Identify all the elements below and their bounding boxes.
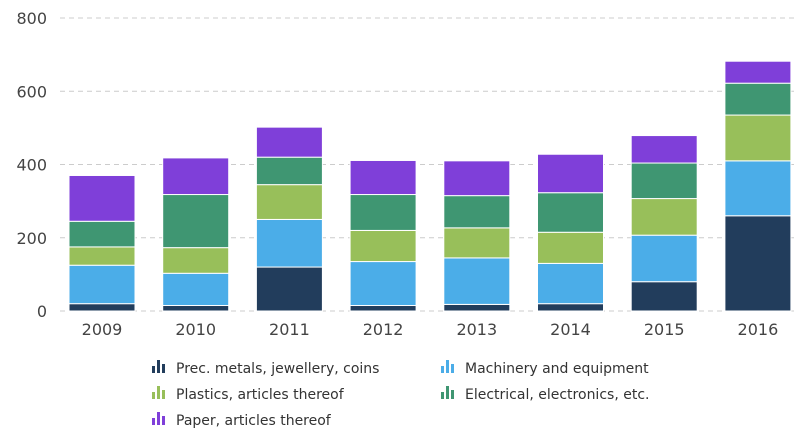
bar-segment[interactable] bbox=[255, 266, 323, 312]
legend-icon-bar bbox=[152, 366, 155, 373]
bar-segment[interactable] bbox=[630, 162, 698, 200]
bar-segment[interactable] bbox=[68, 264, 136, 305]
legend-label: Machinery and equipment bbox=[465, 361, 649, 377]
bars bbox=[68, 60, 792, 312]
legend: Prec. metals, jewellery, coins Machinery … bbox=[152, 360, 649, 429]
legend-icon-bar bbox=[157, 412, 160, 425]
bar-segment[interactable] bbox=[724, 114, 792, 162]
legend-icon-bar bbox=[152, 392, 155, 399]
bar-segment[interactable] bbox=[443, 257, 511, 305]
legend-icon-bar bbox=[446, 386, 449, 399]
legend-icon-bar bbox=[451, 364, 454, 373]
y-tick-label: 800 bbox=[16, 9, 47, 28]
legend-item[interactable]: Prec. metals, jewellery, coins bbox=[152, 360, 379, 377]
bar-segment[interactable] bbox=[349, 229, 417, 263]
legend-icon-bar bbox=[162, 416, 165, 425]
x-tick-label: 2013 bbox=[456, 320, 497, 339]
legend-icon-bar bbox=[162, 390, 165, 399]
bar-chart-icon bbox=[152, 386, 165, 399]
legend-icon-bar bbox=[451, 390, 454, 399]
bar-segment[interactable] bbox=[443, 227, 511, 259]
bar-segment[interactable] bbox=[537, 231, 604, 264]
bar-chart-icon bbox=[152, 360, 165, 373]
bar-segment[interactable] bbox=[162, 157, 230, 196]
bar-segment[interactable] bbox=[68, 220, 136, 248]
bar-segment[interactable] bbox=[162, 247, 230, 274]
x-tick-label: 2012 bbox=[363, 320, 404, 339]
y-tick-label: 0 bbox=[37, 302, 47, 321]
x-axis: 2009 2010 2011 2012 2013 2014 2015 2016 bbox=[82, 320, 779, 339]
bar-segment[interactable] bbox=[255, 126, 323, 158]
x-tick-label: 2010 bbox=[175, 320, 216, 339]
legend-icon-bar bbox=[441, 366, 444, 373]
x-tick-label: 2009 bbox=[82, 320, 123, 339]
bar-segment[interactable] bbox=[630, 198, 698, 236]
x-tick-label: 2014 bbox=[550, 320, 591, 339]
bar-segment[interactable] bbox=[162, 305, 230, 312]
legend-icon-bar bbox=[157, 386, 160, 399]
legend-item[interactable]: Paper, articles thereof bbox=[152, 412, 332, 429]
legend-icon-bar bbox=[162, 364, 165, 373]
legend-icon-bar bbox=[152, 418, 155, 425]
bar-segment[interactable] bbox=[537, 153, 604, 194]
bar-segment[interactable] bbox=[537, 192, 604, 233]
bar-segment[interactable] bbox=[68, 303, 136, 312]
bar-segment[interactable] bbox=[255, 184, 323, 220]
bar-chart-icon bbox=[441, 386, 454, 399]
bar-segment[interactable] bbox=[537, 303, 604, 312]
bar-segment[interactable] bbox=[68, 174, 136, 222]
bar-segment[interactable] bbox=[724, 215, 792, 312]
x-tick-label: 2011 bbox=[269, 320, 310, 339]
bar-segment[interactable] bbox=[724, 82, 792, 116]
legend-item[interactable]: Plastics, articles thereof bbox=[152, 386, 345, 403]
y-axis: 0 200 400 600 800 bbox=[16, 9, 47, 321]
legend-label: Electrical, electronics, etc. bbox=[465, 387, 649, 403]
bar-segment[interactable] bbox=[349, 159, 417, 196]
bar-segment[interactable] bbox=[630, 234, 698, 283]
legend-label: Paper, articles thereof bbox=[176, 413, 332, 429]
y-tick-label: 200 bbox=[16, 229, 47, 248]
bar-segment[interactable] bbox=[162, 272, 230, 307]
bar-segment[interactable] bbox=[630, 281, 698, 312]
legend-item[interactable]: Electrical, electronics, etc. bbox=[441, 386, 649, 403]
legend-icon-bar bbox=[157, 360, 160, 373]
bar-segment[interactable] bbox=[255, 218, 323, 268]
x-tick-label: 2016 bbox=[738, 320, 779, 339]
bar-segment[interactable] bbox=[537, 262, 604, 305]
y-tick-label: 600 bbox=[16, 82, 47, 101]
bar-segment[interactable] bbox=[68, 246, 136, 266]
bar-segment[interactable] bbox=[443, 195, 511, 229]
y-tick-label: 400 bbox=[16, 156, 47, 175]
bar-segment[interactable] bbox=[724, 60, 792, 84]
legend-label: Prec. metals, jewellery, coins bbox=[176, 361, 379, 377]
bar-segment[interactable] bbox=[349, 305, 417, 312]
bar-segment[interactable] bbox=[255, 156, 323, 186]
x-tick-label: 2015 bbox=[644, 320, 685, 339]
bar-segment[interactable] bbox=[724, 160, 792, 217]
bar-chart-icon bbox=[441, 360, 454, 373]
bar-segment[interactable] bbox=[162, 194, 230, 249]
bar-segment[interactable] bbox=[630, 135, 698, 164]
legend-icon-bar bbox=[441, 392, 444, 399]
legend-label: Plastics, articles thereof bbox=[176, 387, 345, 403]
bar-segment[interactable] bbox=[349, 261, 417, 307]
legend-icon-bar bbox=[446, 360, 449, 373]
legend-item[interactable]: Machinery and equipment bbox=[441, 360, 649, 377]
bar-segment[interactable] bbox=[443, 160, 511, 197]
bar-segment[interactable] bbox=[349, 194, 417, 231]
bar-chart-icon bbox=[152, 412, 165, 425]
bar-segment[interactable] bbox=[443, 303, 511, 312]
